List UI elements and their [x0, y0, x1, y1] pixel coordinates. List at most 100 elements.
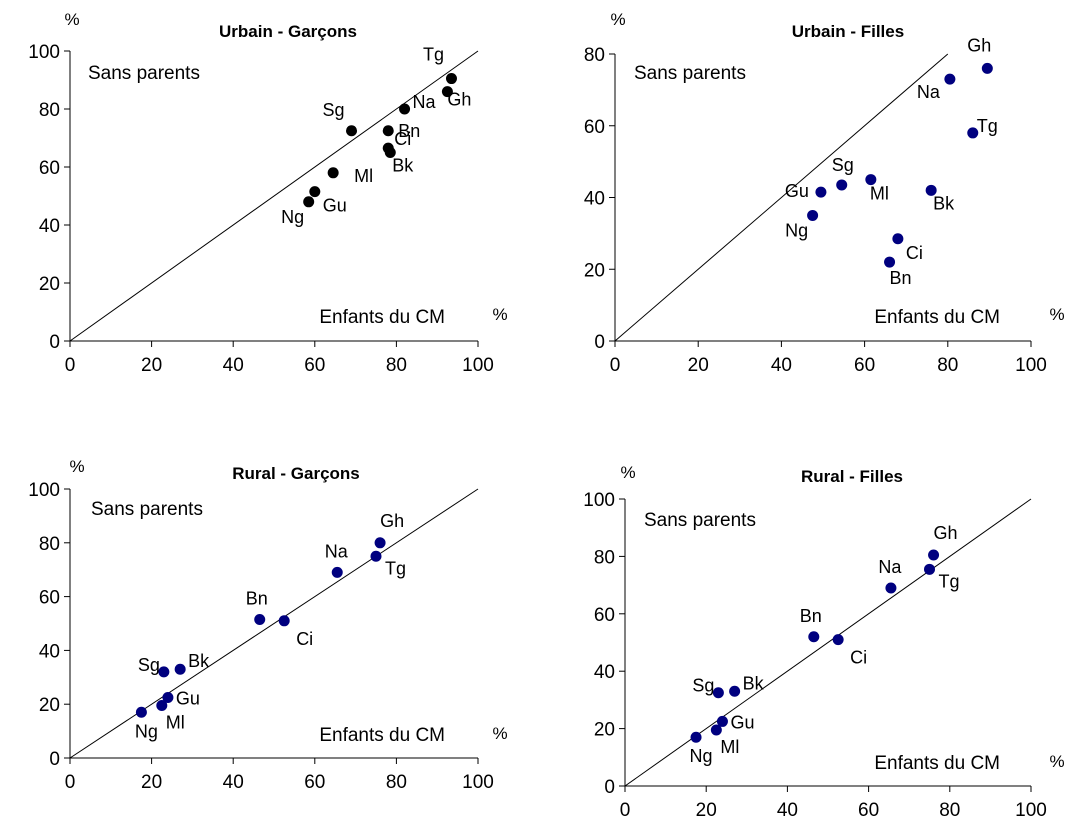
x-tick-label: 80	[939, 800, 960, 821]
y-unit-label: %	[620, 463, 635, 482]
x-tick-label: 40	[771, 355, 792, 376]
data-point-ci	[278, 615, 290, 627]
point-label-bk: Bk	[392, 156, 414, 176]
y-tick-label: 0	[49, 749, 60, 770]
x-tick-label: 20	[141, 772, 162, 793]
y-tick-label: 60	[39, 588, 60, 609]
y-tick-label: 80	[39, 100, 60, 121]
y-tick-label: 100	[28, 42, 60, 63]
x-unit-label: %	[1049, 305, 1064, 324]
point-label-bn: Bn	[398, 121, 420, 141]
data-point-bk	[729, 685, 741, 697]
point-label-ci: Ci	[394, 129, 411, 149]
y-tick-label: 80	[594, 547, 615, 568]
point-label-ml: Ml	[166, 713, 185, 733]
point-label-gh: Gh	[447, 90, 471, 110]
data-point-bn	[884, 256, 896, 268]
point-label-ng: Ng	[281, 207, 304, 227]
point-label-bn: Bn	[890, 268, 912, 288]
y-tick-label: 20	[594, 720, 615, 741]
point-label-gu: Gu	[176, 688, 200, 708]
data-point-sg	[712, 687, 724, 699]
data-point-bn	[254, 613, 266, 625]
x-tick-label: 80	[386, 355, 407, 376]
data-point-tg	[967, 127, 979, 139]
y-axis-title: Sans parents	[634, 63, 746, 84]
point-label-ci: Ci	[296, 629, 313, 649]
data-point-bk	[174, 663, 186, 675]
point-label-ng: Ng	[785, 220, 808, 240]
x-tick-label: 100	[462, 772, 494, 793]
chart-title: Urbain - Filles	[792, 22, 904, 41]
y-tick-label: 20	[39, 695, 60, 716]
diagonal-line	[614, 53, 949, 342]
y-tick-label: 60	[594, 605, 615, 626]
diagonal-line	[69, 488, 479, 759]
x-unit-label: %	[492, 724, 507, 743]
x-axis-title: Enfants du CM	[319, 307, 445, 328]
data-point-ml	[865, 174, 877, 186]
y-unit-label: %	[69, 457, 84, 476]
point-label-bk: Bk	[743, 673, 765, 693]
data-point-gu	[716, 715, 728, 727]
data-point-na	[885, 582, 897, 594]
y-tick-label: 0	[49, 332, 60, 353]
x-tick-label: 60	[854, 355, 875, 376]
data-point-ml	[710, 724, 722, 736]
point-label-ci: Ci	[906, 243, 923, 263]
data-point-ci	[832, 634, 844, 646]
data-point-bk	[384, 147, 396, 158]
data-point-ci	[892, 233, 904, 245]
point-label-bk: Bk	[933, 193, 955, 213]
point-label-ng: Ng	[690, 746, 713, 766]
y-tick-label: 40	[584, 189, 605, 210]
data-point-ml	[327, 167, 339, 179]
data-point-sg	[346, 125, 358, 137]
x-tick-label: 20	[696, 800, 717, 821]
data-point-gu	[162, 691, 174, 703]
point-label-gh: Gh	[934, 523, 958, 543]
point-label-tg: Tg	[385, 558, 406, 578]
data-point-ci	[382, 125, 394, 137]
data-point-na	[944, 73, 956, 85]
y-tick-label: 80	[584, 45, 605, 66]
x-tick-label: 80	[386, 772, 407, 793]
chart-title: Urbain - Garçons	[219, 22, 357, 41]
point-label-ng: Ng	[135, 721, 158, 741]
x-tick-label: 100	[1015, 800, 1047, 821]
point-label-tg: Tg	[939, 571, 960, 591]
data-point-na	[399, 103, 411, 115]
point-label-na: Na	[917, 82, 941, 102]
y-unit-label: %	[64, 10, 79, 29]
scatter-panel-2: 0 20 40 60 80 0 20 40 60 80 100 Urbain - Filles Sans…	[584, 10, 1065, 376]
x-axis-title: Enfants du CM	[874, 753, 1000, 774]
data-point-ng	[807, 209, 819, 221]
chart-title: Rural - Garçons	[232, 464, 360, 483]
y-axis-title: Sans parents	[88, 63, 200, 84]
x-tick-label: 20	[141, 355, 162, 376]
y-axis-title: Sans parents	[644, 510, 756, 531]
point-label-tg: Tg	[423, 45, 444, 65]
data-point-bn	[808, 631, 820, 643]
point-label-ml: Ml	[870, 184, 889, 204]
data-point-tg	[924, 563, 935, 575]
point-label-bk: Bk	[188, 651, 210, 671]
x-tick-label: 0	[65, 355, 76, 376]
x-tick-label: 60	[304, 772, 325, 793]
data-point-bk	[925, 184, 937, 196]
scatter-panel-3: 0 20 40 60 80 100 0 20 40 60 80 100 Rural - Garçons S…	[28, 457, 507, 793]
point-label-ci: Ci	[850, 648, 867, 668]
x-tick-label: 40	[223, 355, 244, 376]
point-label-sg: Sg	[323, 100, 345, 120]
y-tick-label: 80	[39, 534, 60, 555]
point-label-gu: Gu	[785, 181, 809, 201]
point-label-gh: Gh	[967, 35, 991, 55]
y-tick-label: 100	[583, 490, 615, 511]
point-label-sg: Sg	[138, 655, 160, 675]
y-tick-label: 40	[39, 641, 60, 662]
x-axis-title: Enfants du CM	[874, 307, 1000, 328]
x-tick-label: 20	[688, 355, 709, 376]
data-point-sg	[836, 179, 848, 191]
y-unit-label: %	[610, 10, 625, 29]
